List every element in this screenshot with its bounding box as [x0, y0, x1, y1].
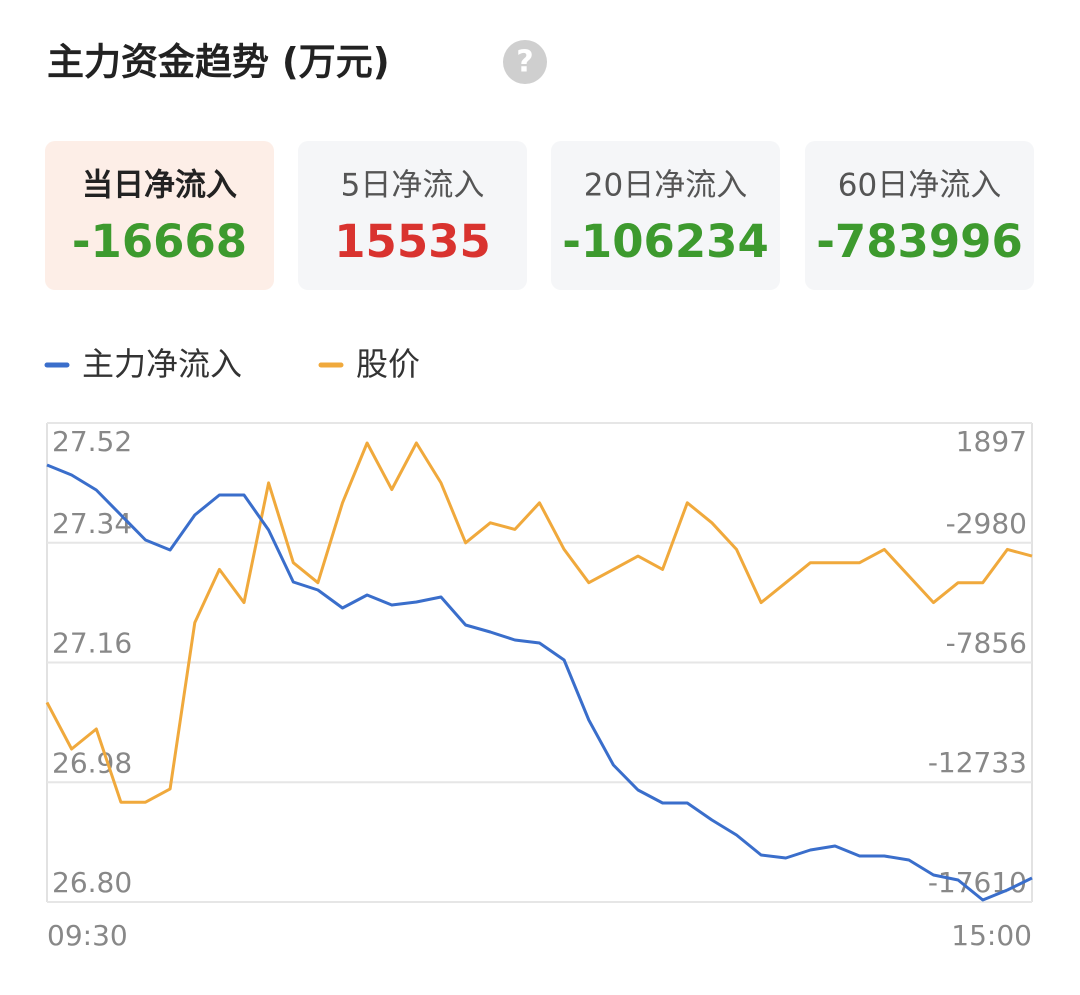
card [298, 141, 527, 290]
y-tick-label: 27.52 [52, 425, 132, 458]
card [551, 141, 780, 290]
legend-label: 主力净流入 [82, 345, 242, 383]
card-value: -16668 [72, 215, 247, 268]
y2-tick-label: -2980 [946, 507, 1027, 540]
card-label: 5日净流入 [341, 168, 485, 204]
series-line [46, 463, 1033, 902]
y2-tick-label: 1897 [956, 425, 1027, 458]
y-tick-label: 27.16 [52, 627, 132, 660]
y2-tick-label: -12733 [928, 746, 1027, 779]
y-tick-label: 27.34 [52, 507, 132, 540]
help-icon[interactable] [503, 40, 547, 84]
card-value: 15535 [334, 215, 491, 268]
y-tick-label: 26.80 [52, 866, 132, 899]
card-value: -783996 [816, 215, 1023, 268]
y2-tick-label: -17610 [928, 866, 1027, 899]
title: 主力资金趋势 (万元) [47, 41, 390, 84]
help-icon-glyph[interactable]: ? [516, 45, 533, 80]
x-tick-label: 15:00 [951, 919, 1032, 952]
x-tick-label: 09:30 [47, 919, 128, 952]
card-value: -106234 [562, 215, 769, 268]
card-label: 当日净流入 [82, 168, 237, 204]
card-label: 60日净流入 [838, 168, 1001, 204]
card-label: 20日净流入 [584, 168, 747, 204]
card [805, 141, 1034, 290]
series-line [45, 441, 1033, 804]
card [45, 141, 274, 290]
legend-label: 股价 [356, 345, 420, 383]
y2-tick-label: -7856 [946, 626, 1027, 659]
y-tick-label: 26.98 [52, 746, 132, 779]
